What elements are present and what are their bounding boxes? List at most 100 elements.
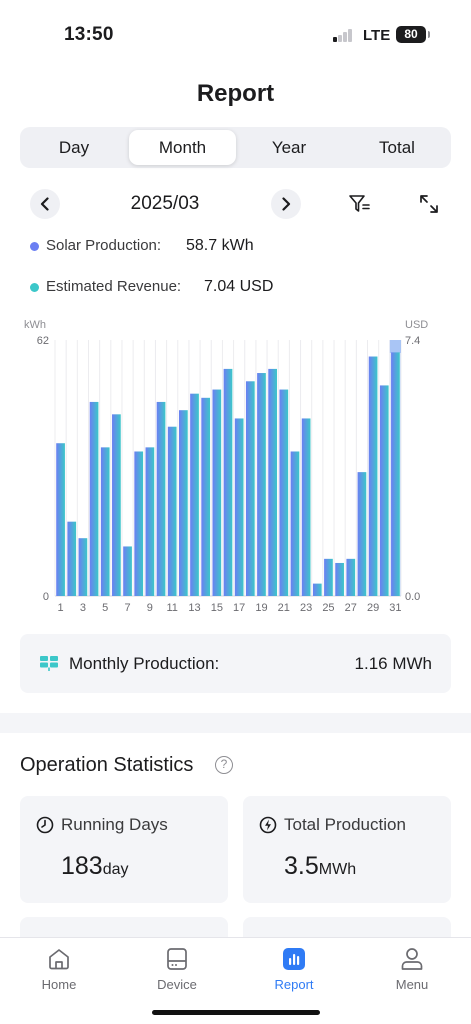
chart-bar: [379, 385, 389, 596]
x-tick-label: 13: [188, 602, 200, 614]
x-tick-label: 19: [255, 602, 267, 614]
x-tick-label: 3: [80, 602, 86, 614]
expand-icon[interactable]: [417, 192, 441, 216]
signal-icon: [333, 29, 355, 42]
chart-bar: [301, 418, 311, 596]
chart-bar: [67, 521, 77, 596]
tab-month[interactable]: Month: [129, 130, 236, 165]
x-tick-label: 1: [58, 602, 64, 614]
estimated-revenue-legend: Estimated Revenue: 7.04 USD: [30, 277, 330, 297]
battery-icon: 80: [396, 26, 426, 43]
home-icon: [49, 949, 69, 970]
tab-total[interactable]: Total: [379, 138, 415, 157]
chart-bar: [268, 368, 277, 596]
current-period-label[interactable]: 2025/03: [130, 193, 200, 214]
tab-device-label: Device: [157, 977, 197, 992]
chart-bar: [312, 583, 322, 596]
x-tick-label: 29: [367, 602, 379, 614]
chevron-left-icon: [40, 197, 49, 211]
chart-bar: [56, 443, 65, 596]
y-left-tick-label: 0: [43, 591, 49, 603]
network-label: LTE: [363, 27, 391, 44]
x-tick-label: 5: [102, 602, 108, 614]
chart-bar: [134, 451, 144, 596]
revenue-legend-dot: [30, 283, 39, 292]
y-right-axis-label: USD: [405, 319, 428, 331]
tab-menu[interactable]: Menu: [372, 946, 452, 992]
tab-year[interactable]: Year: [271, 138, 307, 157]
filter-icon[interactable]: [348, 192, 372, 216]
page-title: Report: [196, 80, 275, 107]
x-tick-label: 27: [345, 602, 357, 614]
y-left-tick-label: 62: [37, 335, 49, 347]
clock-icon: [36, 816, 54, 834]
operation-statistics-title: Operation Statistics: [20, 754, 194, 776]
battery-tip: [428, 31, 430, 38]
running-days-label: Running Days: [61, 815, 168, 834]
y-right-tick-label: 7.4: [405, 335, 420, 347]
chart-bar: [324, 558, 333, 596]
chart-bar: [212, 389, 222, 596]
solar-production-value: 58.7 kWh: [186, 237, 254, 254]
chart-bar: [290, 451, 300, 596]
chart-bar: [357, 472, 367, 596]
section-divider: [0, 713, 471, 733]
chart-bar: [190, 393, 199, 596]
x-tick-label: 23: [300, 602, 312, 614]
tab-report[interactable]: Report: [254, 946, 334, 992]
chart-bar: [112, 414, 121, 596]
period-segmented-control: Day Month Year Total: [20, 127, 451, 168]
tab-day[interactable]: Day: [58, 138, 90, 157]
running-days-card: Running Days 183day: [20, 796, 228, 903]
estimated-revenue-label: Estimated Revenue:: [46, 278, 182, 295]
home-indicator: [152, 1010, 320, 1015]
help-icon[interactable]: ?: [215, 756, 233, 774]
running-days-unit: day: [102, 861, 129, 878]
tab-home-label: Home: [41, 977, 77, 992]
monthly-production-card: Monthly Production: 1.16 MWh: [20, 634, 451, 693]
running-days-value: 183day: [61, 852, 129, 881]
x-tick-label: 9: [147, 602, 153, 614]
chevron-right-icon: [282, 197, 291, 211]
tab-device[interactable]: Device: [137, 946, 217, 992]
previous-month-button[interactable]: [30, 189, 60, 219]
total-production-number: 3.5: [284, 852, 319, 880]
x-tick-label: 25: [322, 602, 334, 614]
chart-bar: [335, 562, 344, 596]
monthly-production-value: 1.16 MWh: [354, 654, 432, 673]
total-production-value: 3.5MWh: [284, 852, 356, 881]
y-right-tick-label: 0.0: [405, 591, 420, 603]
solar-panel-icon: [40, 656, 58, 671]
tab-menu-label: Menu: [395, 977, 429, 992]
device-icon: [167, 948, 187, 970]
chart-bar: [234, 418, 244, 596]
monthly-production-label: Monthly Production:: [69, 654, 220, 673]
chart-bar: [346, 558, 356, 596]
y-left-axis-label: kWh: [24, 319, 46, 331]
x-tick-label: 11: [166, 602, 177, 614]
estimated-revenue-value: 7.04 USD: [204, 278, 274, 295]
chart-bar: [89, 401, 99, 596]
chart-bar: [167, 426, 177, 596]
solar-production-legend: Solar Production: 58.7 kWh: [30, 236, 330, 256]
status-bar: 13:50 LTE 80: [0, 0, 471, 64]
chart-bar: [257, 373, 266, 596]
production-chart[interactable]: 1 3 5 7 9 11 13 15 17 19 21 23 25 27 29 31 kWh 62 0 USD 7.4 0…: [0, 312, 471, 622]
x-tick-label: 15: [211, 602, 223, 614]
status-time: 13:50: [64, 24, 114, 45]
production-chart-svg: 1 3 5 7 9 11 13 15 17 19 21 23 25 27 29 31kWh620USD7.40…: [24, 319, 428, 614]
next-month-button[interactable]: [271, 189, 301, 219]
total-production-unit: MWh: [318, 861, 357, 878]
total-production-card: Total Production 3.5MWh: [243, 796, 451, 903]
chart-bar: [279, 389, 289, 596]
chart-bar: [223, 368, 233, 596]
running-days-number: 183: [61, 852, 103, 880]
solar-production-label: Solar Production:: [46, 237, 162, 254]
tab-home[interactable]: Home: [19, 946, 99, 992]
chart-bar: [145, 447, 155, 596]
bottom-tab-bar: Home Device Report Menu: [0, 937, 471, 1024]
x-tick-label: 7: [124, 602, 130, 614]
chart-bar: [123, 546, 132, 596]
x-tick-label: 21: [278, 602, 290, 614]
chart-bar: [391, 352, 400, 596]
